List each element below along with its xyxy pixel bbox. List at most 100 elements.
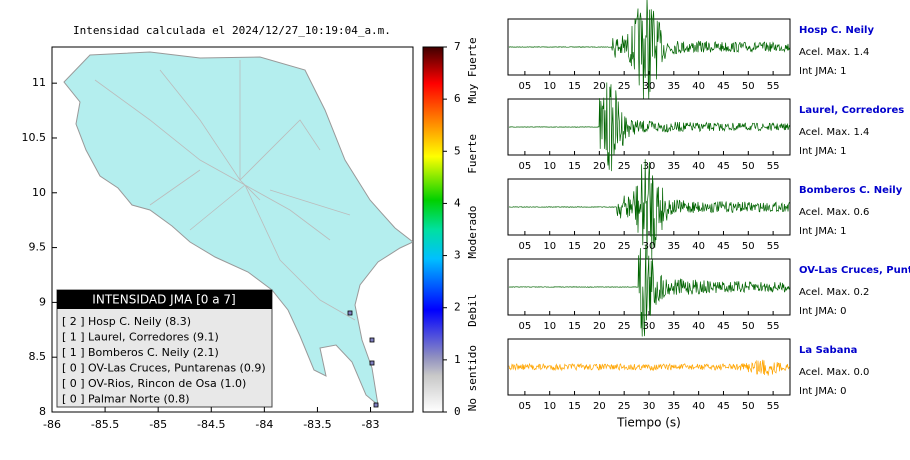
legend-name: OV-Las Cruces, Puntarenas (0.9) bbox=[88, 362, 266, 375]
colorbar bbox=[422, 46, 444, 413]
station-acel: Acel. Max. 1.4 bbox=[799, 127, 869, 138]
trace-frame bbox=[507, 338, 791, 396]
legend-name: Hosp C. Neily (8.3) bbox=[88, 315, 191, 328]
colorbar-tick-label: 0 bbox=[454, 405, 461, 418]
y-tick-label: 8.5 bbox=[29, 350, 47, 363]
trace-tick-label: 55 bbox=[767, 161, 780, 172]
trace-tick-label: 10 bbox=[543, 401, 556, 412]
legend-name: Laurel, Corredores (9.1) bbox=[88, 331, 219, 344]
trace-tick-label: 35 bbox=[667, 241, 680, 252]
trace-tick-label: 40 bbox=[692, 81, 705, 92]
legend-name: Bomberos C. Neily (2.1) bbox=[88, 346, 219, 359]
trace-tick-label: 50 bbox=[742, 81, 755, 92]
map-title: Intensidad calculada el 2024/12/27_10:19… bbox=[73, 24, 391, 37]
x-tick-label: -84.5 bbox=[197, 418, 225, 431]
trace-tick-label: 45 bbox=[717, 241, 730, 252]
trace-tick-label: 50 bbox=[742, 161, 755, 172]
colorbar-tick-label: 2 bbox=[454, 301, 461, 314]
waveform bbox=[508, 359, 790, 376]
trace-tick-label: 35 bbox=[667, 401, 680, 412]
y-tick-label: 9 bbox=[39, 295, 46, 308]
station-name: OV-Las Cruces, Puntar bbox=[799, 265, 910, 276]
trace-tick-label: 20 bbox=[593, 161, 606, 172]
trace-tick-label: 10 bbox=[543, 321, 556, 332]
trace-tick-label: 30 bbox=[643, 81, 656, 92]
legend-code: [ 0 ] bbox=[62, 362, 85, 375]
trace-tick-label: 20 bbox=[593, 81, 606, 92]
station-acel: Acel. Max. 0.0 bbox=[799, 367, 869, 378]
waveform bbox=[508, 82, 791, 172]
colorbar-tick-label: 5 bbox=[454, 144, 461, 157]
trace-tick-label: 30 bbox=[643, 321, 656, 332]
station-int: Int JMA: 0 bbox=[799, 386, 847, 397]
trace-tick-label: 20 bbox=[593, 241, 606, 252]
y-tick-label: 11 bbox=[32, 76, 46, 89]
station-marker bbox=[347, 310, 353, 316]
trace-tick-label: 35 bbox=[667, 81, 680, 92]
trace-tick-label: 45 bbox=[717, 321, 730, 332]
legend-code: [ 1 ] bbox=[62, 346, 85, 359]
waveform bbox=[508, 159, 790, 260]
trace-tick-label: 05 bbox=[519, 241, 532, 252]
trace-tick-label: 10 bbox=[543, 241, 556, 252]
station-int: Int JMA: 0 bbox=[799, 306, 847, 317]
legend-name: Palmar Norte (0.8) bbox=[88, 393, 190, 406]
station-name: La Sabana bbox=[799, 345, 857, 356]
colorbar-label: Moderado bbox=[466, 206, 479, 259]
colorbar-label: No sentido bbox=[466, 345, 479, 411]
trace-tick-label: 25 bbox=[618, 241, 631, 252]
trace-tick-label: 50 bbox=[742, 321, 755, 332]
trace-tick-label: 50 bbox=[742, 401, 755, 412]
trace-tick-label: 30 bbox=[643, 241, 656, 252]
trace-tick-label: 05 bbox=[519, 401, 532, 412]
station-name: Bomberos C. Neily bbox=[799, 185, 903, 196]
trace-tick-label: 25 bbox=[618, 321, 631, 332]
colorbar-label: Debil bbox=[466, 294, 479, 327]
trace-tick-label: 05 bbox=[519, 161, 532, 172]
colorbar-tick-label: 1 bbox=[454, 353, 461, 366]
x-tick-label: -86 bbox=[43, 418, 61, 431]
country bbox=[63, 51, 413, 407]
x-tick-label: -85.5 bbox=[91, 418, 119, 431]
roads bbox=[94, 60, 356, 321]
trace-tick-label: 55 bbox=[767, 241, 780, 252]
x-tick-label: -83.5 bbox=[303, 418, 331, 431]
trace-tick-label: 25 bbox=[618, 401, 631, 412]
station-marker bbox=[373, 402, 379, 408]
trace-tick-label: 10 bbox=[543, 81, 556, 92]
station-acel: Acel. Max. 0.2 bbox=[799, 287, 869, 298]
colorbar-tick-label: 6 bbox=[454, 92, 461, 105]
trace-tick-label: 45 bbox=[717, 401, 730, 412]
colorbar-tick-label: 4 bbox=[454, 196, 461, 209]
colorbar-label: Fuerte bbox=[466, 134, 479, 174]
trace-tick-label: 45 bbox=[717, 161, 730, 172]
trace-tick-label: 50 bbox=[742, 241, 755, 252]
trace-tick-label: 15 bbox=[568, 321, 581, 332]
colorbar-tick-label: 3 bbox=[454, 249, 461, 262]
colorbar-tick-label: 7 bbox=[454, 40, 461, 53]
trace-tick-label: 55 bbox=[767, 401, 780, 412]
trace-tick-label: 55 bbox=[767, 321, 780, 332]
trace-tick-label: 05 bbox=[519, 81, 532, 92]
y-tick-label: 9.5 bbox=[29, 241, 47, 254]
trace-tick-label: 35 bbox=[667, 161, 680, 172]
trace-tick-label: 55 bbox=[767, 81, 780, 92]
y-tick-label: 10.5 bbox=[22, 131, 47, 144]
y-tick-label: 10 bbox=[32, 186, 46, 199]
trace-tick-label: 40 bbox=[692, 161, 705, 172]
trace-tick-label: 20 bbox=[593, 401, 606, 412]
trace-tick-label: 20 bbox=[593, 321, 606, 332]
station-marker bbox=[369, 360, 375, 366]
trace-tick-label: 25 bbox=[618, 161, 631, 172]
colorbar-label: Muy Fuerte bbox=[466, 37, 479, 103]
station-marker bbox=[369, 337, 375, 343]
legend-code: [ 0 ] bbox=[62, 393, 85, 406]
trace-tick-label: 40 bbox=[692, 321, 705, 332]
legend-header bbox=[57, 290, 272, 309]
trace-tick-label: 15 bbox=[568, 81, 581, 92]
trace-tick-label: 05 bbox=[519, 321, 532, 332]
trace-tick-label: 45 bbox=[717, 81, 730, 92]
trace-tick-label: 25 bbox=[618, 81, 631, 92]
station-int: Int JMA: 1 bbox=[799, 226, 847, 237]
station-name: Hosp C. Neily bbox=[799, 25, 874, 36]
